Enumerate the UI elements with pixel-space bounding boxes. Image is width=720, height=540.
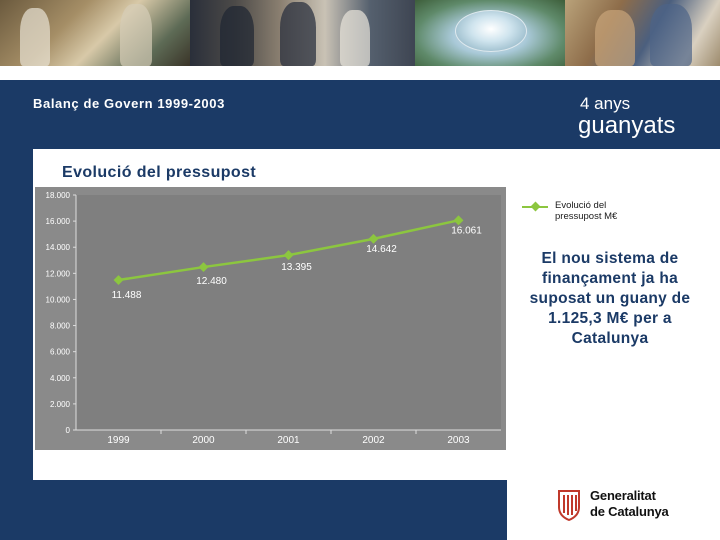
y-tick-label: 6.000 [50,348,71,357]
chart-legend: Evolució del pressupost M€ [522,198,652,228]
legend-label: Evolució del pressupost M€ [555,200,618,222]
x-tick-label: 2003 [447,435,470,446]
y-tick-label: 16.000 [46,217,71,226]
generalitat-logo: Generalitat de Catalunya [556,487,696,523]
chart-title: Evolució del pressupost [62,164,257,181]
y-tick-label: 12.000 [46,269,71,278]
data-label: 11.488 [112,290,142,301]
data-point [283,250,294,261]
plot-area [76,195,501,430]
photo-elderly-people [0,0,190,66]
y-tick-label: 18.000 [46,191,71,200]
logo-text: Generalitat de Catalunya [590,488,669,520]
legend-marker [530,201,541,212]
photo-police-officers [190,0,415,66]
photo-dome-building [415,0,565,66]
x-tick-label: 2001 [277,435,300,446]
chart-panel: 0 2.000 4.000 6.000 8.000 10.000 12.000 14.000 1… [35,187,506,450]
y-tick-label: 4.000 [50,374,71,383]
data-label: 12.480 [196,276,227,287]
coat-of-arms-icon [558,490,580,521]
logo-line-1: Generalitat [590,488,656,503]
y-tick-label: 0 [66,426,71,435]
data-label: 14.642 [366,244,397,255]
y-tick-label: 14.000 [46,243,71,252]
x-tick-label: 1999 [107,435,130,446]
data-label: 13.395 [281,262,312,273]
years-label: 4 anys [580,94,631,113]
y-tick-label: 2.000 [50,400,71,409]
header-white-band [0,66,720,80]
header-photo-strip [0,0,720,66]
data-point [113,275,124,285]
line-chart: 0 2.000 4.000 6.000 8.000 10.000 12.000 14.000 1… [46,191,501,446]
data-label: 16.061 [451,225,482,236]
dome-shape [455,10,527,52]
logo-line-2: de Catalunya [590,504,669,519]
photo-students-reading [565,0,720,66]
y-tick-label: 10.000 [46,295,71,304]
slide-subtitle: Balanç de Govern 1999-2003 [33,96,225,111]
x-tick-label: 2000 [192,435,215,446]
x-tick-label: 2002 [362,435,385,446]
data-point [198,262,209,273]
logo-card [507,470,720,540]
y-tick-label: 8.000 [50,322,71,331]
key-statement: El nou sistema de finançament ja ha supo… [529,250,691,347]
tagline-label: guanyats [578,112,676,139]
